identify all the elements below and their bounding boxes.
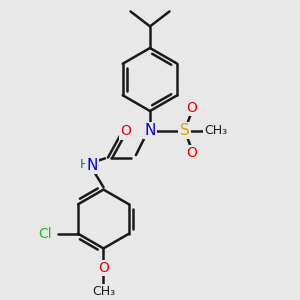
Text: CH₃: CH₃ xyxy=(92,285,115,298)
Text: O: O xyxy=(187,101,197,115)
Text: Cl: Cl xyxy=(39,227,52,241)
Text: H: H xyxy=(79,158,89,172)
Text: S: S xyxy=(180,123,189,138)
Text: N: N xyxy=(144,123,156,138)
Text: O: O xyxy=(121,124,131,138)
Text: CH₃: CH₃ xyxy=(204,124,228,137)
Text: N: N xyxy=(86,158,98,172)
Text: O: O xyxy=(187,146,197,160)
Text: O: O xyxy=(98,261,109,275)
